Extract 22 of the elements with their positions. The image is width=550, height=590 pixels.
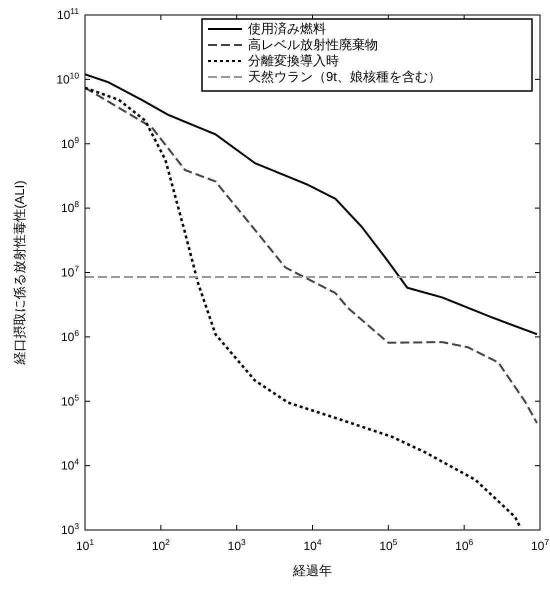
y-tick-label: 10$^{3}$ xyxy=(60,521,80,537)
y-tick-label: 10$^{11}$ xyxy=(56,6,80,22)
legend-label: 天然ウラン（9t、娘核種を含む） xyxy=(248,69,441,84)
x-tick-label: 10$^{7}$ xyxy=(530,537,550,553)
legend-label: 高レベル放射性廃棄物 xyxy=(248,37,378,52)
legend-label: 分離変換導入時 xyxy=(248,53,339,68)
y-tick-label: 10$^{6}$ xyxy=(60,328,80,344)
y-tick-label: 10$^{8}$ xyxy=(60,199,80,216)
y-tick-label: 10$^{10}$ xyxy=(56,70,80,86)
y-tick-label: 10$^{9}$ xyxy=(60,134,80,151)
y-tick-label: 10$^{7}$ xyxy=(60,264,80,280)
y-tick-label: 10$^{5}$ xyxy=(60,392,80,408)
x-axis-title: 経過年 xyxy=(292,563,332,578)
legend-label: 使用済み燃料 xyxy=(248,21,326,36)
x-tick-label: 10$^{6}$ xyxy=(455,537,474,553)
x-tick-label: 10$^{4}$ xyxy=(303,537,322,553)
y-axis-title: 経口摂取に係る放射性毒性(ALI) xyxy=(12,180,27,366)
x-tick-label: 10$^{5}$ xyxy=(379,537,398,553)
x-tick-label: 10$^{1}$ xyxy=(76,537,94,553)
x-tick-label: 10$^{2}$ xyxy=(152,537,170,553)
x-tick-label: 10$^{3}$ xyxy=(228,537,246,553)
y-tick-label: 10$^{4}$ xyxy=(60,456,80,473)
